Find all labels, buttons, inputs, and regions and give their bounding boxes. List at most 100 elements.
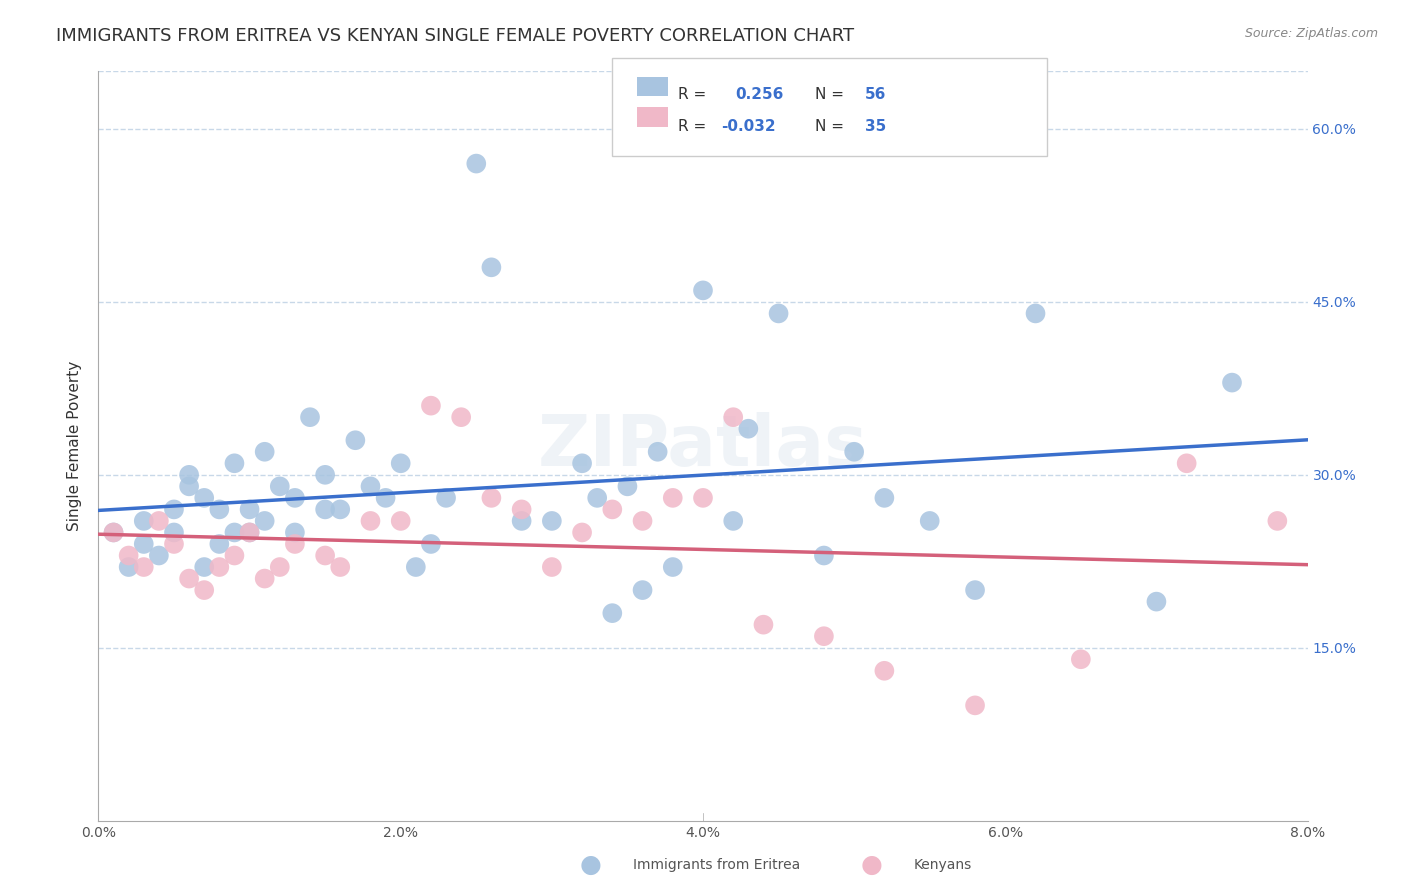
Text: ●: ● bbox=[860, 854, 883, 877]
Point bbox=[692, 491, 714, 505]
Point bbox=[692, 284, 714, 298]
Point bbox=[540, 560, 562, 574]
Point bbox=[224, 525, 246, 540]
Point bbox=[179, 479, 201, 493]
Point bbox=[208, 502, 231, 516]
Point bbox=[163, 525, 186, 540]
Point bbox=[179, 572, 201, 586]
Point bbox=[752, 617, 775, 632]
Point bbox=[723, 514, 745, 528]
Point bbox=[1175, 456, 1198, 470]
Point bbox=[389, 514, 412, 528]
Point bbox=[299, 410, 322, 425]
Text: N =: N = bbox=[815, 87, 845, 103]
Point bbox=[314, 467, 336, 482]
Point bbox=[510, 514, 533, 528]
Point bbox=[465, 156, 488, 170]
Text: Kenyans: Kenyans bbox=[914, 858, 972, 872]
Text: 35: 35 bbox=[865, 119, 886, 134]
Point bbox=[873, 491, 896, 505]
Point bbox=[148, 514, 170, 528]
Point bbox=[269, 479, 291, 493]
Point bbox=[661, 491, 683, 505]
Point bbox=[269, 560, 291, 574]
Point bbox=[224, 456, 246, 470]
Point bbox=[253, 572, 276, 586]
Point bbox=[103, 525, 125, 540]
Point bbox=[450, 410, 472, 425]
Point bbox=[118, 549, 141, 563]
Point bbox=[132, 537, 155, 551]
Point bbox=[1220, 376, 1243, 390]
Point bbox=[193, 491, 215, 505]
Text: 56: 56 bbox=[865, 87, 886, 103]
Point bbox=[132, 514, 155, 528]
Text: R =: R = bbox=[678, 87, 706, 103]
Text: R =: R = bbox=[678, 119, 706, 134]
Point bbox=[284, 537, 307, 551]
Point bbox=[737, 422, 759, 436]
Point bbox=[224, 549, 246, 563]
Point bbox=[118, 560, 141, 574]
Point bbox=[314, 549, 336, 563]
Point bbox=[253, 514, 276, 528]
Text: Source: ZipAtlas.com: Source: ZipAtlas.com bbox=[1244, 27, 1378, 40]
Point bbox=[844, 444, 866, 458]
Point bbox=[374, 491, 396, 505]
Y-axis label: Single Female Poverty: Single Female Poverty bbox=[67, 361, 83, 531]
Point bbox=[813, 549, 835, 563]
Point bbox=[132, 560, 155, 574]
Point bbox=[239, 525, 262, 540]
Text: N =: N = bbox=[815, 119, 845, 134]
Point bbox=[103, 525, 125, 540]
Point bbox=[571, 456, 593, 470]
Point bbox=[616, 479, 638, 493]
Point bbox=[1146, 594, 1168, 608]
Text: ZIPatlas: ZIPatlas bbox=[538, 411, 868, 481]
Point bbox=[723, 410, 745, 425]
Point bbox=[389, 456, 412, 470]
Point bbox=[420, 399, 443, 413]
Point bbox=[148, 549, 170, 563]
Point bbox=[873, 664, 896, 678]
Point bbox=[420, 537, 443, 551]
Point bbox=[768, 306, 790, 320]
Point bbox=[918, 514, 941, 528]
Point bbox=[647, 444, 669, 458]
Point bbox=[284, 491, 307, 505]
Text: ●: ● bbox=[579, 854, 602, 877]
Point bbox=[163, 537, 186, 551]
Point bbox=[1070, 652, 1092, 666]
Point bbox=[481, 260, 503, 275]
Point bbox=[965, 583, 987, 598]
Point bbox=[253, 444, 276, 458]
Point bbox=[239, 502, 262, 516]
Point bbox=[329, 502, 352, 516]
Point bbox=[314, 502, 336, 516]
Point bbox=[284, 525, 307, 540]
Point bbox=[602, 502, 624, 516]
Point bbox=[239, 525, 262, 540]
Point bbox=[510, 502, 533, 516]
Point bbox=[602, 606, 624, 620]
Point bbox=[586, 491, 609, 505]
Text: IMMIGRANTS FROM ERITREA VS KENYAN SINGLE FEMALE POVERTY CORRELATION CHART: IMMIGRANTS FROM ERITREA VS KENYAN SINGLE… bbox=[56, 27, 855, 45]
Point bbox=[208, 560, 231, 574]
Point bbox=[631, 583, 654, 598]
Point bbox=[481, 491, 503, 505]
Point bbox=[434, 491, 457, 505]
Point bbox=[208, 537, 231, 551]
Point bbox=[965, 698, 987, 713]
Point bbox=[631, 514, 654, 528]
Point bbox=[193, 583, 215, 598]
Point bbox=[329, 560, 352, 574]
Text: 0.256: 0.256 bbox=[735, 87, 783, 103]
Point bbox=[360, 479, 382, 493]
Point bbox=[540, 514, 562, 528]
Point bbox=[163, 502, 186, 516]
Point bbox=[661, 560, 683, 574]
Text: -0.032: -0.032 bbox=[721, 119, 776, 134]
Point bbox=[571, 525, 593, 540]
Point bbox=[405, 560, 427, 574]
Point bbox=[1267, 514, 1289, 528]
